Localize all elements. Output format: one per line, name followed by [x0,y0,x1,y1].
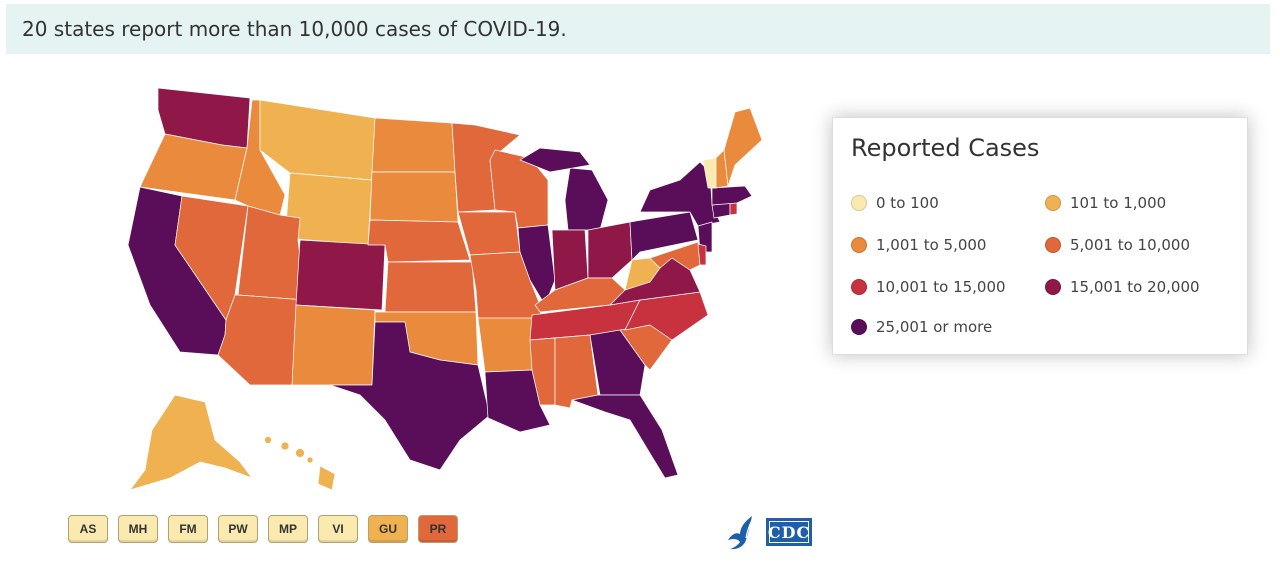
headline-text: 20 states report more than 10,000 cases … [22,17,567,41]
legend-item-5001-10000: 5,001 to 10,000 [1045,236,1190,254]
state-ma[interactable] [711,185,753,206]
legend-item-101-1000: 101 to 1,000 [1045,194,1166,212]
legend-item-1001-5000: 1,001 to 5,000 [851,236,986,254]
state-mt[interactable] [259,99,376,181]
legend-swatch [1045,237,1061,253]
legend-title: Reported Cases [851,134,1040,162]
territory-mp-button[interactable]: MP [268,515,308,543]
cdc-text: CDC [767,522,811,542]
legend-item-10001-15000: 10,001 to 15,000 [851,278,1006,296]
state-pa[interactable] [629,211,699,261]
legend-label: 1,001 to 5,000 [876,236,987,254]
legend-swatch [851,319,867,335]
legend-label: 0 to 100 [876,194,939,212]
territory-label: FM [179,522,197,536]
state-oh[interactable] [587,221,633,279]
legend-label: 10,001 to 15,000 [876,278,1006,296]
territory-label: VI [332,522,344,536]
territory-label: GU [379,522,397,536]
legend-swatch [851,195,867,211]
territory-buttons: AS MH FM PW MP VI GU PR [68,515,458,543]
state-de[interactable] [697,243,707,266]
state-sd[interactable] [369,171,459,223]
state-me[interactable] [723,107,763,187]
legend-label: 5,001 to 10,000 [1070,236,1191,254]
territory-label: AS [79,522,97,536]
state-md[interactable] [649,241,701,271]
legend-swatch [1045,279,1061,295]
state-ky[interactable] [534,277,626,313]
state-ak[interactable] [129,394,253,491]
hhs-eagle-icon [728,516,753,550]
headline-banner: 20 states report more than 10,000 cases … [6,4,1270,54]
territory-pr-button[interactable]: PR [418,515,458,543]
state-nm[interactable] [291,304,376,386]
territory-vi-button[interactable]: VI [318,515,358,543]
state-hi[interactable] [264,436,336,491]
territory-label: PW [228,522,248,536]
state-ks[interactable] [384,261,477,313]
state-ia[interactable] [457,211,521,256]
cdc-wordmark: CDC [766,518,812,546]
state-mi[interactable] [564,167,609,231]
territory-label: PR [429,522,447,536]
legend-swatch [851,237,867,253]
legend-swatch [1045,195,1061,211]
legend-label: 15,001 to 20,000 [1070,278,1200,296]
state-fl[interactable] [571,394,679,479]
state-az[interactable] [217,294,306,386]
legend-item-0-100: 0 to 100 [851,194,939,212]
legend-panel: Reported Cases 0 to 100 101 to 1,000 1,0… [832,117,1248,355]
state-mi-up[interactable] [519,147,591,173]
territory-label: MH [128,522,148,536]
state-nd[interactable] [371,117,456,173]
state-tx[interactable] [329,321,491,471]
state-ct[interactable] [711,202,731,219]
us-map [127,87,763,491]
territory-label: MP [279,522,297,536]
legend-item-25001-plus: 25,001 or more [851,318,992,336]
territory-pw-button[interactable]: PW [218,515,258,543]
state-ny[interactable] [639,161,721,227]
state-id[interactable] [234,99,286,216]
legend-item-15001-20000: 15,001 to 20,000 [1045,278,1200,296]
legend-swatch [851,279,867,295]
territory-as-button[interactable]: AS [68,515,108,543]
territory-fm-button[interactable]: FM [168,515,208,543]
state-ms[interactable] [529,337,556,406]
state-ri[interactable] [729,202,738,216]
state-nj[interactable] [697,221,713,253]
territory-gu-button[interactable]: GU [368,515,408,543]
state-ar[interactable] [477,317,536,373]
state-co[interactable] [295,239,386,311]
legend-label: 25,001 or more [876,318,993,336]
state-ut[interactable] [237,205,306,301]
legend-label: 101 to 1,000 [1070,194,1167,212]
cdc-logo: CDC [722,512,812,552]
territory-mh-button[interactable]: MH [118,515,158,543]
